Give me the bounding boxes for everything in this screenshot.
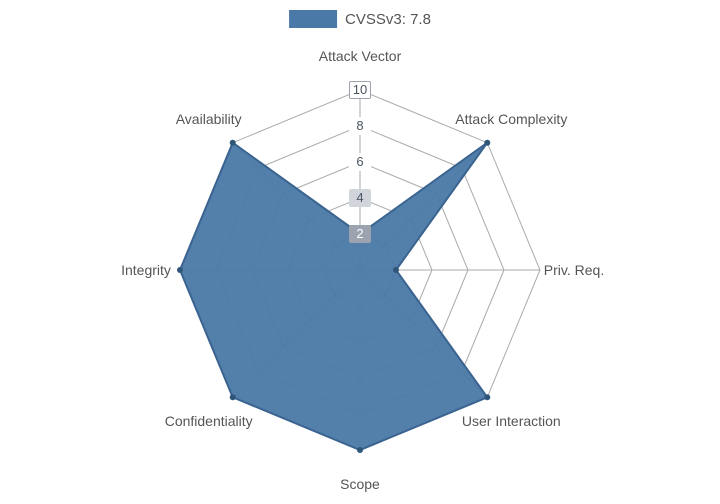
series-point bbox=[357, 447, 363, 453]
legend-label: CVSSv3: 7.8 bbox=[345, 11, 431, 28]
series-point bbox=[393, 267, 399, 273]
series-point bbox=[230, 394, 236, 400]
series-point bbox=[357, 231, 363, 237]
legend: CVSSv3: 7.8 bbox=[289, 10, 431, 28]
radar-chart: CVSSv3: 7.8 Attack VectorAttack Complexi… bbox=[0, 0, 720, 504]
series-point bbox=[177, 267, 183, 273]
series-area bbox=[180, 143, 487, 450]
series-point bbox=[484, 140, 490, 146]
radar-svg bbox=[0, 0, 720, 504]
series-point bbox=[484, 394, 490, 400]
legend-swatch bbox=[289, 10, 337, 28]
series-point bbox=[230, 140, 236, 146]
